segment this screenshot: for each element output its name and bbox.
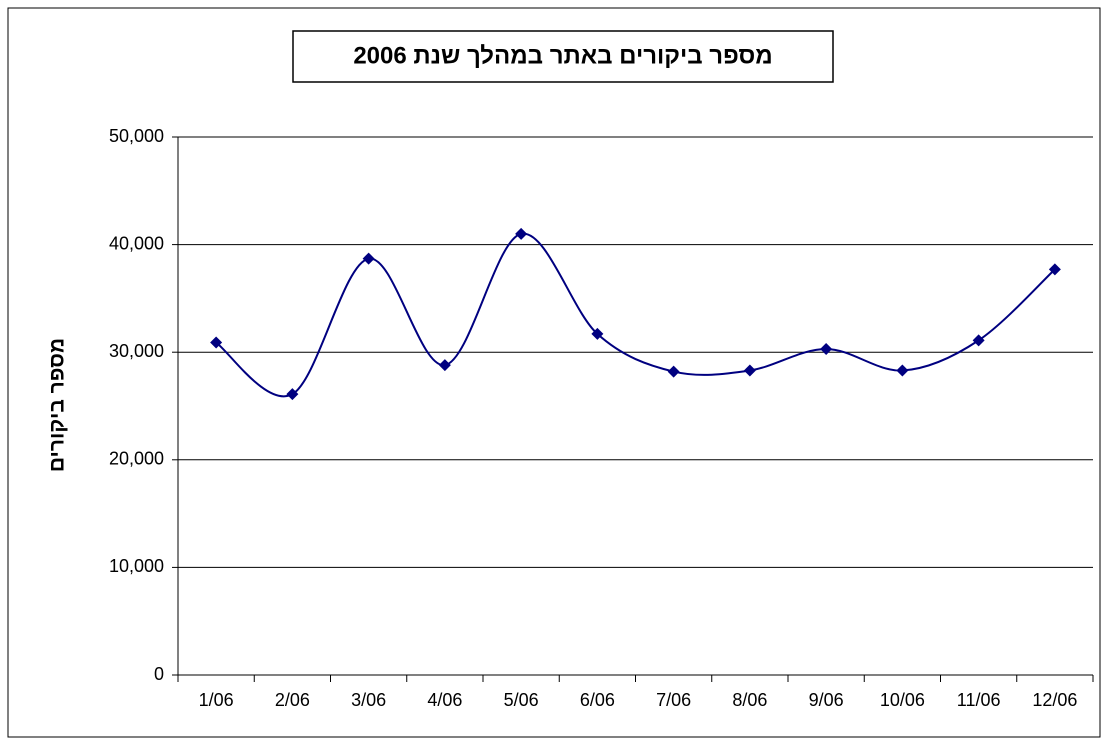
data-marker: [591, 327, 604, 340]
data-marker: [896, 364, 909, 377]
x-tick-label: 11/06: [957, 690, 1001, 710]
x-tick-label: 3/06: [351, 690, 386, 710]
data-marker: [820, 342, 833, 355]
x-tick-label: 8/06: [732, 690, 767, 710]
x-tick-label: 7/06: [656, 690, 691, 710]
y-tick-label: 40,000: [109, 233, 164, 253]
data-marker: [972, 334, 985, 347]
x-tick-label: 6/06: [580, 690, 615, 710]
y-tick-label: 30,000: [109, 341, 164, 361]
y-tick-label: 0: [154, 664, 164, 684]
title-box: [292, 30, 834, 83]
y-axis-label: מספר ביקורים: [46, 338, 69, 472]
x-tick-label: 5/06: [504, 690, 539, 710]
data-marker: [743, 364, 756, 377]
data-marker: [515, 227, 528, 240]
data-marker: [286, 388, 299, 401]
y-tick-label: 50,000: [109, 126, 164, 146]
x-tick-label: 4/06: [427, 690, 462, 710]
x-tick-label: 9/06: [809, 690, 844, 710]
data-marker: [438, 359, 451, 372]
chart-title: מספר ביקורים באתר במהלך שנת 2006: [353, 42, 772, 69]
y-tick-label: 10,000: [109, 556, 164, 576]
x-tick-label: 10/06: [880, 690, 925, 710]
data-marker: [667, 365, 680, 378]
data-marker: [362, 252, 375, 265]
x-tick-label: 2/06: [275, 690, 310, 710]
y-tick-label: 20,000: [109, 449, 164, 469]
data-marker: [1048, 263, 1061, 276]
x-tick-label: 12/06: [1032, 690, 1077, 710]
chart-frame: [7, 7, 1101, 738]
x-tick-label: 1/06: [199, 690, 234, 710]
data-marker: [210, 336, 223, 349]
